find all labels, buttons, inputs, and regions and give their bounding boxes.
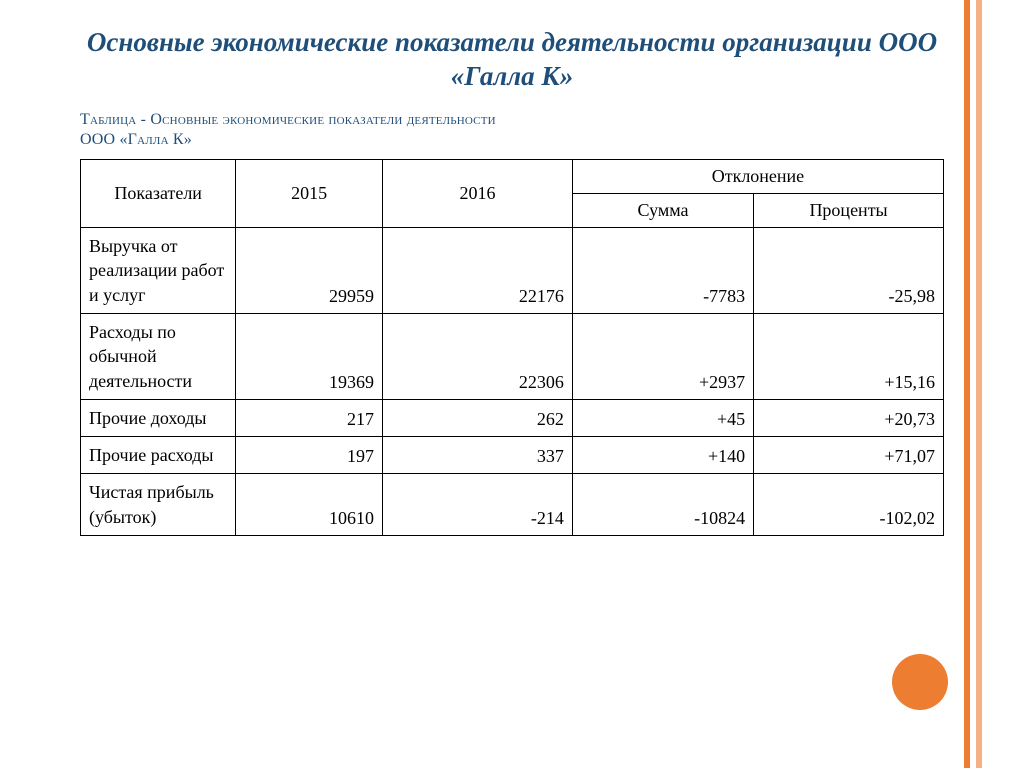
accent-stripe-light [976, 0, 982, 768]
cell-value: 217 [236, 399, 383, 436]
cell-value: 262 [383, 399, 573, 436]
caption-line-1: Таблица - Основные экономические показат… [80, 111, 496, 128]
table-header-row-1: Показатели 2015 2016 Отклонение [81, 160, 944, 194]
indicators-table: Показатели 2015 2016 Отклонение Сумма Пр… [80, 159, 944, 536]
cell-value: -102,02 [754, 474, 944, 536]
cell-value: +15,16 [754, 313, 944, 399]
cell-indicator: Расходы по обычной деятельности [81, 313, 236, 399]
cell-value: +140 [572, 437, 753, 474]
col-header-indicator: Показатели [81, 160, 236, 228]
decorative-circle-icon [892, 654, 948, 710]
cell-value: +20,73 [754, 399, 944, 436]
cell-value: 19369 [236, 313, 383, 399]
col-header-deviation-sum: Сумма [572, 194, 753, 228]
cell-value: 22176 [383, 228, 573, 314]
col-header-year2: 2016 [383, 160, 573, 228]
cell-value: +71,07 [754, 437, 944, 474]
col-header-deviation-percent: Проценты [754, 194, 944, 228]
cell-value: 22306 [383, 313, 573, 399]
table-row: Расходы по обычной деятельности 19369 22… [81, 313, 944, 399]
cell-value: 337 [383, 437, 573, 474]
caption-line-2: ООО «Галла К» [80, 131, 192, 148]
table-row: Чистая прибыль (убыток) 10610 -214 -1082… [81, 474, 944, 536]
cell-value: -7783 [572, 228, 753, 314]
col-header-year1: 2015 [236, 160, 383, 228]
cell-indicator: Прочие доходы [81, 399, 236, 436]
cell-value: +45 [572, 399, 753, 436]
table-row: Прочие доходы 217 262 +45 +20,73 [81, 399, 944, 436]
table-row: Выручка от реализации работ и услуг 2995… [81, 228, 944, 314]
slide-content: Основные экономические показатели деятел… [0, 0, 1024, 536]
table-caption: Таблица - Основные экономические показат… [80, 110, 944, 152]
cell-value: -10824 [572, 474, 753, 536]
cell-value: 10610 [236, 474, 383, 536]
cell-indicator: Прочие расходы [81, 437, 236, 474]
cell-value: +2937 [572, 313, 753, 399]
table-row: Прочие расходы 197 337 +140 +71,07 [81, 437, 944, 474]
cell-value: -25,98 [754, 228, 944, 314]
accent-stripe-dark [964, 0, 970, 768]
col-header-deviation: Отклонение [572, 160, 943, 194]
cell-indicator: Выручка от реализации работ и услуг [81, 228, 236, 314]
cell-value: -214 [383, 474, 573, 536]
slide-title: Основные экономические показатели деятел… [80, 26, 944, 94]
cell-value: 29959 [236, 228, 383, 314]
cell-indicator: Чистая прибыль (убыток) [81, 474, 236, 536]
cell-value: 197 [236, 437, 383, 474]
